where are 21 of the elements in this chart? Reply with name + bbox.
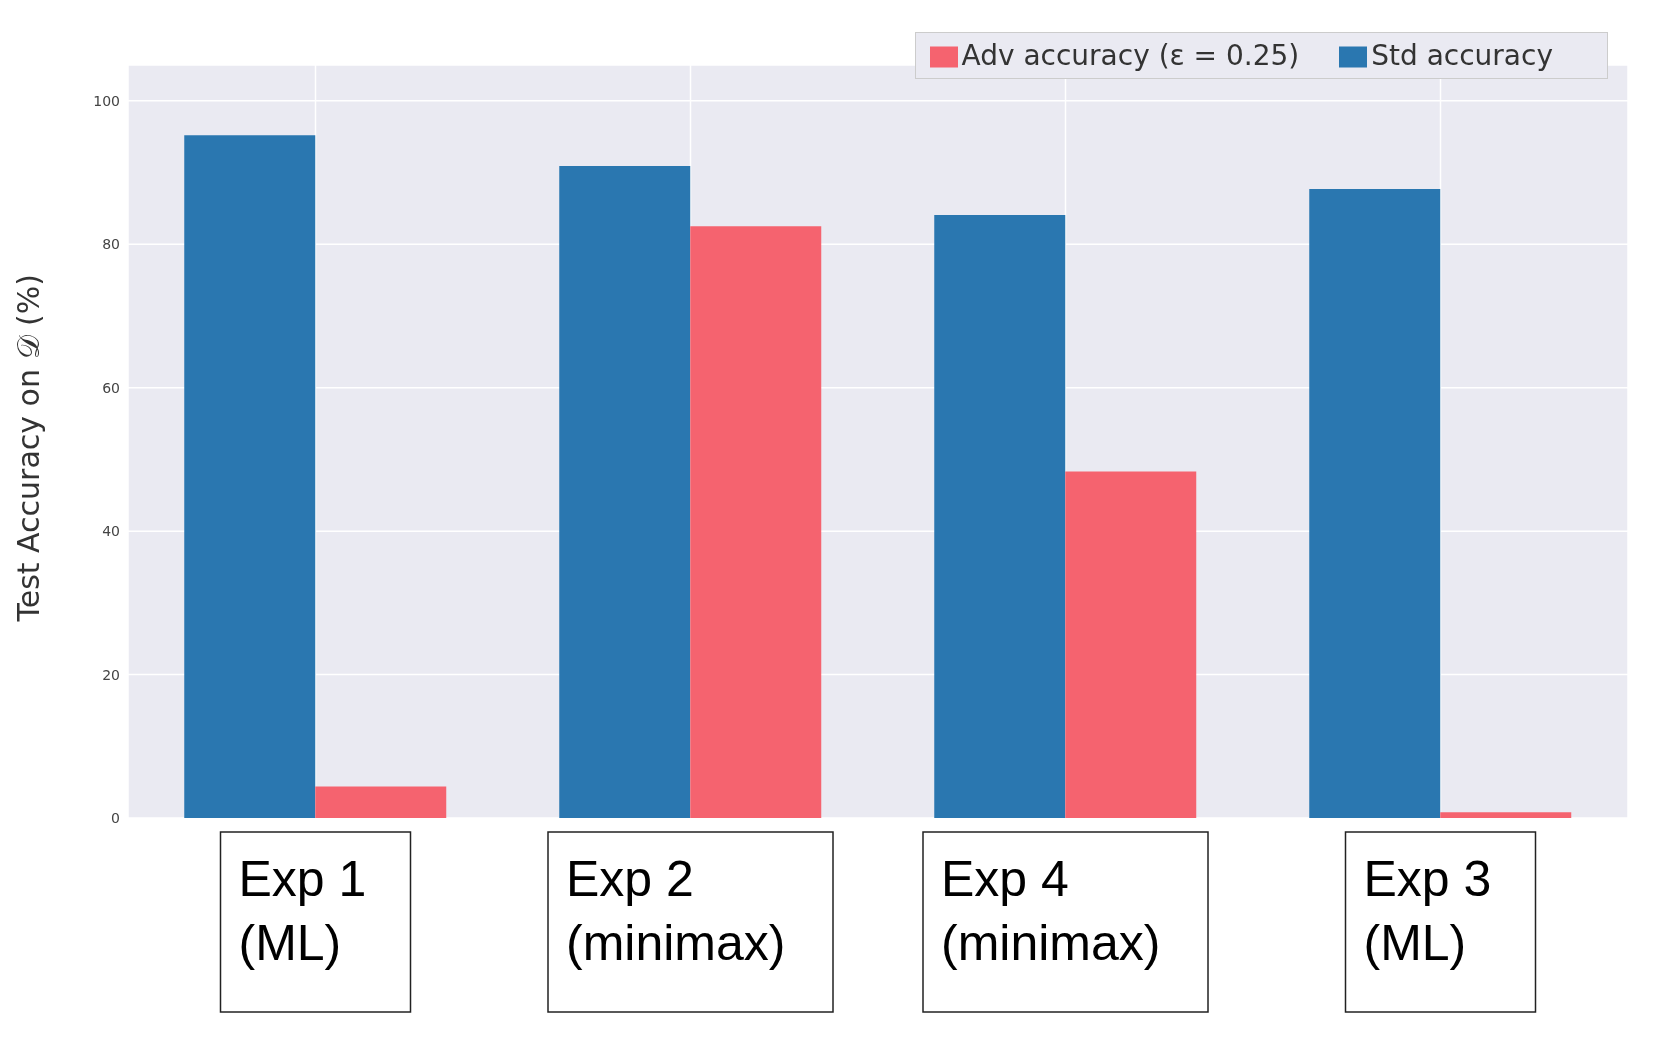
bar	[1065, 471, 1197, 818]
x-tick-label: Exp 3 (ML)	[1363, 851, 1492, 971]
bar	[184, 135, 316, 818]
x-tick-label: Exp 1 (ML)	[238, 851, 367, 971]
y-tick-label: 100	[93, 92, 120, 109]
bar	[934, 214, 1066, 818]
bar	[690, 226, 822, 818]
x-tick-label: Exp 4 (minimax)	[941, 851, 1161, 971]
bar	[315, 786, 447, 818]
y-tick-label: 0	[111, 809, 120, 826]
legend-label: Adv accuracy (ε = 0.25)	[961, 39, 1300, 72]
y-tick-label: 40	[102, 523, 120, 540]
bar	[1440, 812, 1572, 818]
y-tick-label: 80	[102, 236, 120, 253]
bar	[559, 166, 691, 818]
bar	[1309, 189, 1441, 818]
y-axis-title: Test Accuracy on 𝒟 (%)	[10, 274, 46, 623]
y-tick-label: 60	[102, 379, 120, 396]
y-tick-label: 20	[102, 666, 120, 683]
x-tick-label: Exp 2 (minimax)	[566, 851, 786, 971]
legend-label: Std accuracy	[1371, 39, 1553, 72]
